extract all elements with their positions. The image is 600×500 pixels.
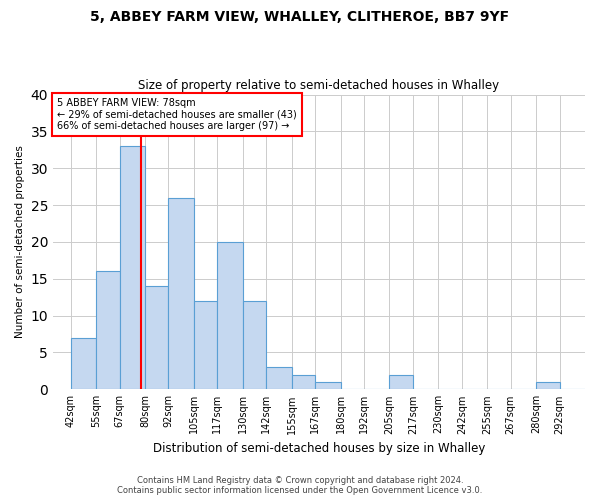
- Y-axis label: Number of semi-detached properties: Number of semi-detached properties: [15, 146, 25, 338]
- Bar: [266, 367, 292, 390]
- Bar: [96, 272, 119, 390]
- Title: Size of property relative to semi-detached houses in Whalley: Size of property relative to semi-detach…: [139, 79, 500, 92]
- Bar: [145, 286, 169, 390]
- X-axis label: Distribution of semi-detached houses by size in Whalley: Distribution of semi-detached houses by …: [153, 442, 485, 455]
- Text: 5, ABBEY FARM VIEW, WHALLEY, CLITHEROE, BB7 9YF: 5, ABBEY FARM VIEW, WHALLEY, CLITHEROE, …: [91, 10, 509, 24]
- Bar: [315, 382, 341, 390]
- Bar: [243, 301, 266, 390]
- Bar: [536, 382, 560, 390]
- Bar: [119, 146, 145, 390]
- Bar: [292, 374, 315, 390]
- Bar: [217, 242, 243, 390]
- Text: Contains HM Land Registry data © Crown copyright and database right 2024.
Contai: Contains HM Land Registry data © Crown c…: [118, 476, 482, 495]
- Bar: [71, 338, 96, 390]
- Bar: [169, 198, 194, 390]
- Bar: [194, 301, 217, 390]
- Bar: [389, 374, 413, 390]
- Text: 5 ABBEY FARM VIEW: 78sqm
← 29% of semi-detached houses are smaller (43)
66% of s: 5 ABBEY FARM VIEW: 78sqm ← 29% of semi-d…: [57, 98, 297, 132]
